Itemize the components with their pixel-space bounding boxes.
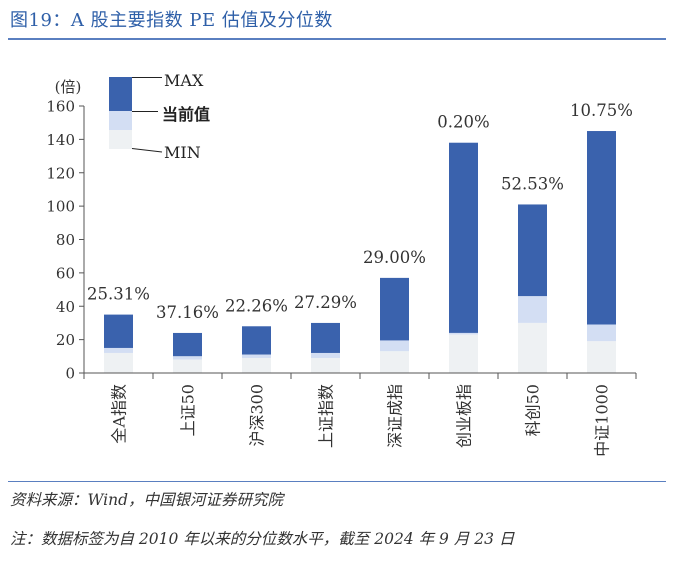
bar-max-segment [380, 277, 409, 341]
title-divider [8, 38, 666, 40]
bar-current-segment [449, 332, 478, 335]
y-tick-label: 160 [46, 98, 75, 116]
x-category-label: 深证成指 [386, 384, 405, 448]
percentile-label: 22.26% [225, 296, 288, 315]
x-category-label: 创业板指 [455, 384, 474, 448]
bar-current-segment [242, 354, 271, 358]
y-tick-label: 20 [56, 331, 75, 349]
bar-min-segment [311, 357, 340, 373]
percentile-label: 25.31% [87, 285, 150, 304]
x-category-label: 沪深300 [248, 384, 267, 447]
bar-min-segment [587, 341, 616, 373]
bar-max-segment [242, 326, 271, 355]
x-axis: 全A指数 上证50 沪深300 上证指数 深证成指 创业板指 科创50 中证1000 [83, 372, 637, 457]
percentile-label: 52.53% [501, 174, 564, 193]
legend-swatch-current [109, 111, 132, 130]
legend-swatch-min [109, 130, 132, 149]
bars [104, 131, 616, 373]
data-labels: 25.31% 37.16% 22.26% 27.29% 29.00% 0.20% 52.53… [87, 101, 633, 322]
bar-current-segment [518, 296, 547, 323]
bar-min-segment [518, 322, 547, 373]
source-divider [8, 481, 666, 482]
legend-label-max: MAX [164, 71, 204, 90]
pe-valuation-chart: 0 20 40 60 80 100 120 140 160 (倍) 25.31% 37.16% 22.… [46, 71, 637, 457]
y-axis-unit: (倍) [55, 78, 82, 96]
y-tick-label: 40 [56, 298, 75, 316]
percentile-label: 37.16% [156, 303, 219, 322]
bar-max-segment [587, 131, 616, 325]
x-category-label: 上证指数 [317, 384, 336, 448]
bar-max-segment [449, 142, 478, 333]
legend-label-current: 当前值 [162, 105, 210, 124]
x-category-label: 全A指数 [110, 384, 129, 444]
bar-current-segment [311, 352, 340, 358]
x-category-label: 上证50 [179, 384, 198, 436]
y-tick-label: 120 [46, 164, 75, 182]
bar-current-segment [587, 324, 616, 342]
legend-label-min: MIN [164, 143, 201, 162]
bar-current-segment [380, 340, 409, 352]
bar-max-segment [518, 204, 547, 297]
legend-swatch-max [109, 77, 132, 111]
bar-max-segment [311, 322, 340, 353]
bar-max-segment [104, 314, 133, 348]
bar-max-segment [173, 332, 202, 357]
y-axis: 0 20 40 60 80 100 120 140 160 (倍) [46, 78, 85, 383]
y-tick-label: 100 [46, 198, 75, 216]
footnote: 注：数据标签为自 2010 年以来的分位数水平，截至 2024 年 9 月 23… [10, 530, 515, 548]
percentile-label: 10.75% [570, 101, 633, 120]
bar-min-segment [380, 351, 409, 373]
bar-current-segment [173, 356, 202, 360]
x-category-label: 科创50 [524, 384, 543, 436]
figure-title: 图19：A 股主要指数 PE 估值及分位数 [10, 10, 333, 31]
percentile-label: 0.20% [437, 113, 489, 132]
y-tick-label: 0 [65, 365, 75, 383]
percentile-label: 29.00% [363, 248, 426, 267]
y-tick-label: 140 [46, 131, 75, 149]
bar-min-segment [173, 359, 202, 373]
bar-min-segment [104, 352, 133, 373]
y-tick-label: 60 [56, 264, 75, 282]
bar-min-segment [242, 357, 271, 373]
bar-min-segment [449, 334, 478, 373]
y-tick-label: 80 [56, 231, 75, 249]
source-note: 资料来源：Wind，中国银河证券研究院 [10, 491, 284, 509]
legend: MAX 当前值 MIN [109, 71, 210, 162]
x-category-label: 中证1000 [593, 384, 612, 457]
legend-leader-min [131, 148, 163, 153]
bar-current-segment [104, 347, 133, 353]
percentile-label: 27.29% [294, 293, 357, 312]
